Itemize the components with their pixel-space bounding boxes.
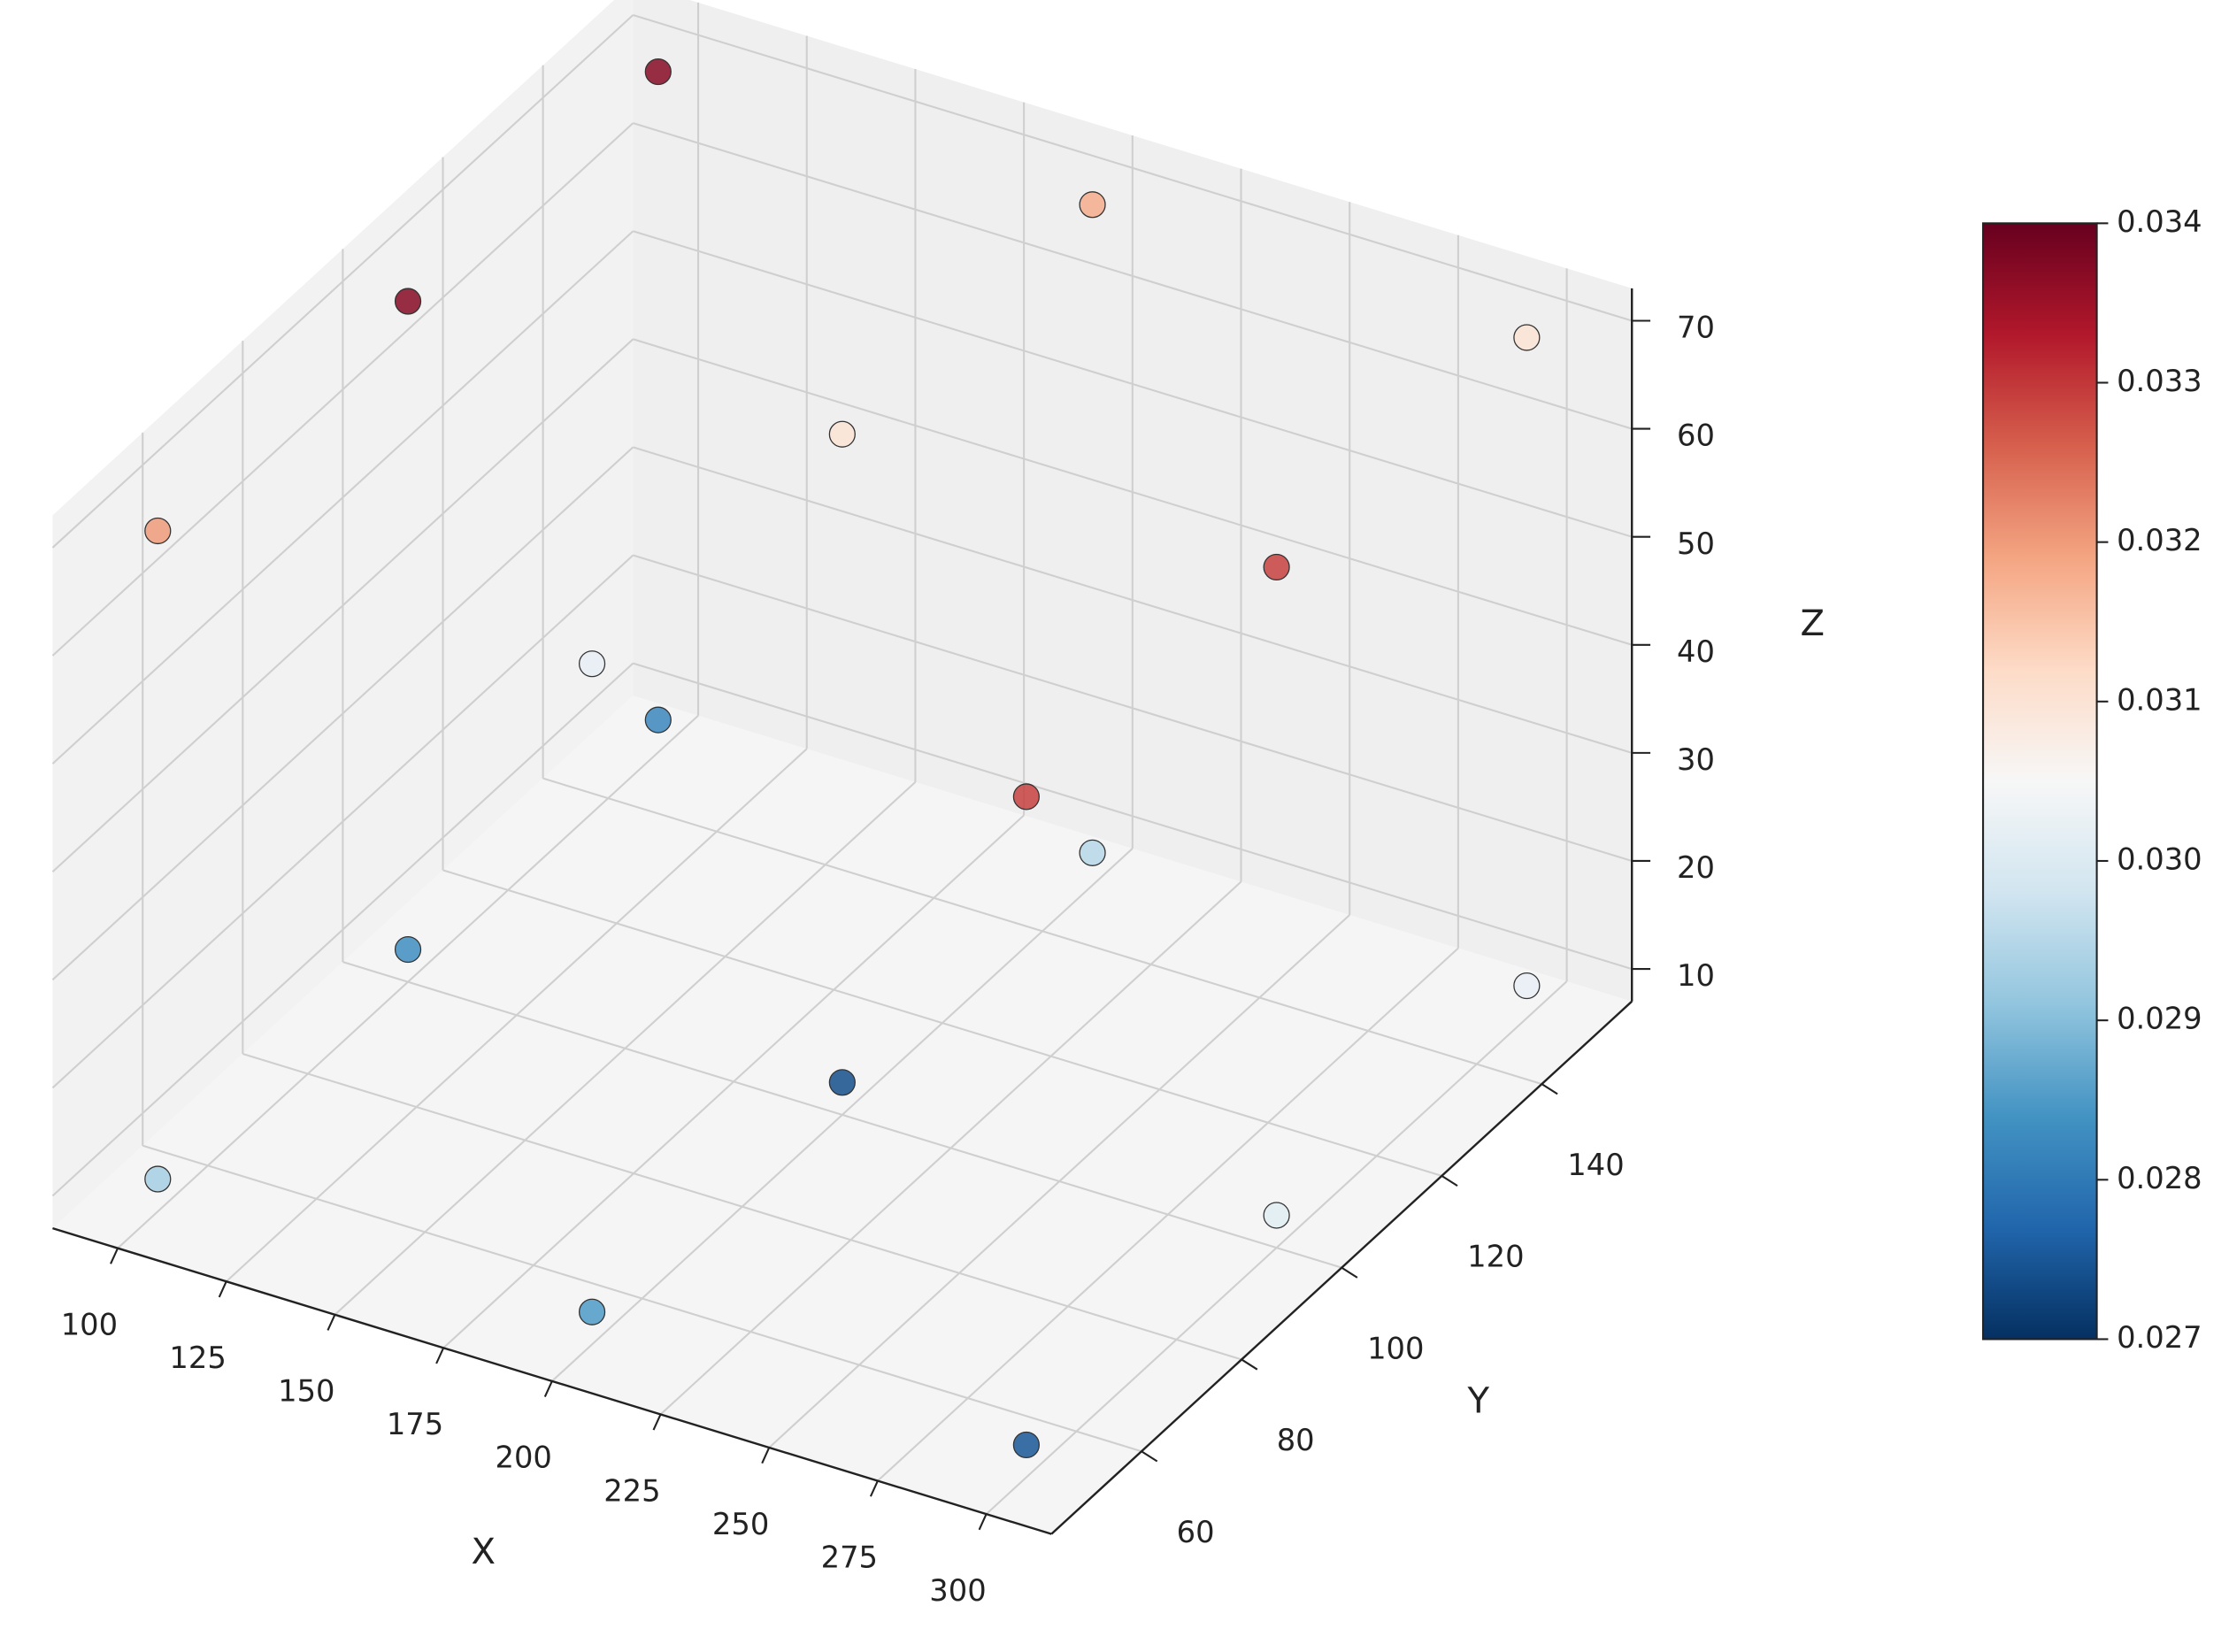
grid-line xyxy=(51,122,634,657)
x-tick xyxy=(435,1347,445,1364)
point xyxy=(644,706,672,734)
point xyxy=(578,1298,606,1325)
y-tick-label: 80 xyxy=(1277,1423,1315,1457)
x-tick-label: 200 xyxy=(496,1441,552,1475)
y-tick xyxy=(1541,1083,1558,1095)
z-tick-label: 60 xyxy=(1677,419,1715,453)
y-tick-label: 120 xyxy=(1467,1240,1524,1274)
point xyxy=(1513,324,1541,351)
point xyxy=(1012,1431,1040,1459)
grid-line xyxy=(51,14,634,549)
point xyxy=(394,288,422,315)
colorbar-tick-label: 0.032 xyxy=(2117,523,2202,557)
x-tick-label: 275 xyxy=(821,1540,878,1574)
grid-line xyxy=(633,662,1633,971)
grid-line xyxy=(633,14,1633,322)
x-tick-label: 150 xyxy=(278,1374,334,1409)
z-tick-label: 50 xyxy=(1677,526,1715,561)
x-tick-label: 175 xyxy=(387,1407,443,1441)
colorbar-tick-label: 0.028 xyxy=(2117,1161,2202,1195)
z-tick-label: 30 xyxy=(1677,742,1715,777)
axes: 100 125 150 175 200 225 250 275 300 60 80 100 120 140… xyxy=(52,288,1715,1608)
point xyxy=(1012,783,1040,811)
x-tick xyxy=(327,1314,336,1331)
grid-line xyxy=(51,554,634,1089)
x-tick-label: 300 xyxy=(929,1573,986,1608)
grid-line xyxy=(51,662,634,1197)
grid-line xyxy=(633,446,1633,754)
y-tick-label: 60 xyxy=(1177,1515,1215,1549)
point xyxy=(144,517,172,545)
point xyxy=(644,58,672,86)
grid xyxy=(51,2,1633,1515)
point xyxy=(394,935,422,964)
point xyxy=(1263,1202,1290,1229)
point xyxy=(1079,839,1106,866)
x-tick xyxy=(110,1248,119,1264)
colorbar-tick-label: 0.034 xyxy=(2117,204,2202,239)
x-tick xyxy=(652,1414,662,1431)
y-tick xyxy=(1441,1174,1458,1187)
colorbar-scale xyxy=(1982,222,2098,1341)
point xyxy=(1263,553,1290,581)
x-tick xyxy=(761,1447,771,1464)
x-tick-label: 250 xyxy=(712,1507,769,1541)
point xyxy=(1513,972,1541,1000)
point xyxy=(1079,191,1106,219)
x-tick xyxy=(218,1280,227,1298)
z-tick-label: 10 xyxy=(1677,958,1715,993)
grid-line xyxy=(633,338,1633,646)
panes xyxy=(52,0,1633,1534)
grid-line xyxy=(633,122,1633,430)
x-tick-label: 225 xyxy=(603,1473,660,1508)
colorbar: 0.027 0.028 0.029 0.030 0.031 0.032 0.033 0.034 xyxy=(1982,204,2202,1355)
x-tick-label: 125 xyxy=(169,1341,226,1375)
grid-line xyxy=(51,338,634,872)
grid-line xyxy=(142,1144,1142,1453)
z-tick-label: 70 xyxy=(1677,311,1715,345)
grid-line xyxy=(442,869,1442,1177)
z-tick-label: 40 xyxy=(1677,634,1715,669)
y-axis-title: Y xyxy=(1466,1381,1489,1422)
y-tick xyxy=(1241,1358,1258,1371)
x-tick xyxy=(869,1480,879,1497)
colorbar-tick-label: 0.027 xyxy=(2117,1320,2202,1355)
y-tick-label: 100 xyxy=(1367,1331,1424,1365)
colorbar-tick-label: 0.030 xyxy=(2117,841,2202,876)
y-tick xyxy=(1141,1450,1158,1463)
point xyxy=(144,1165,172,1193)
x-tick xyxy=(978,1513,988,1531)
grid-line xyxy=(633,230,1633,538)
colorbar-tick-label: 0.029 xyxy=(2117,1002,2202,1036)
y-tick xyxy=(1341,1266,1358,1279)
x-axis-title: X xyxy=(471,1532,496,1572)
y-tick-label: 140 xyxy=(1567,1148,1624,1182)
point xyxy=(828,1069,856,1096)
colorbar-tick-label: 0.033 xyxy=(2117,364,2202,398)
grid-line xyxy=(242,1052,1242,1361)
grid-line xyxy=(633,554,1633,862)
points xyxy=(144,58,1541,1459)
colorbar-tick-label: 0.031 xyxy=(2117,682,2202,717)
x-tick-label: 100 xyxy=(61,1308,118,1342)
grid-line xyxy=(51,230,634,765)
point xyxy=(578,650,606,678)
z-tick-label: 20 xyxy=(1677,850,1715,885)
grid-line xyxy=(342,961,1342,1269)
x-tick xyxy=(543,1380,553,1397)
point xyxy=(828,420,856,448)
z-axis-title: Z xyxy=(1801,603,1825,644)
grid-line xyxy=(51,446,634,981)
grid-line xyxy=(542,777,1542,1086)
